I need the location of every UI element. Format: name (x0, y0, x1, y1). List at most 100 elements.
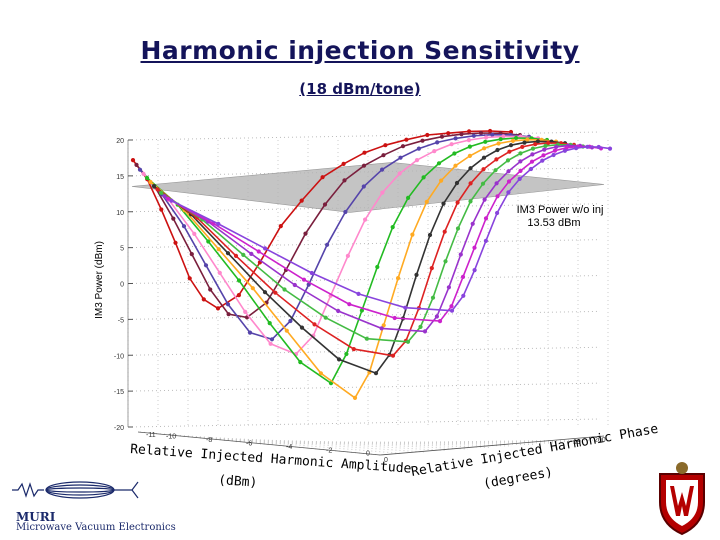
slide-title: Harmonic injection Sensitivity (140, 36, 580, 65)
data-point (383, 143, 388, 148)
data-point (162, 194, 167, 199)
data-point (181, 224, 187, 229)
data-point (540, 158, 545, 163)
amplitude-tick-label: -11 (146, 432, 156, 439)
data-point (380, 190, 385, 195)
data-point (356, 291, 361, 296)
data-point (543, 143, 548, 148)
amplitude-tick-label: 0 (366, 451, 370, 458)
phase-axis-label-line2: (degrees) (482, 465, 554, 492)
data-point (410, 232, 415, 237)
data-point (420, 138, 425, 143)
data-point (427, 232, 433, 238)
data-point (226, 312, 231, 317)
data-point (345, 253, 350, 258)
data-point (403, 305, 408, 310)
amplitude-axis-line (137, 431, 381, 456)
data-point (282, 287, 287, 292)
data-point (483, 139, 488, 144)
data-point (359, 308, 364, 313)
data-point (312, 322, 317, 327)
data-point (530, 152, 535, 157)
data-point (301, 277, 307, 282)
data-point (320, 175, 325, 180)
data-point (436, 161, 442, 166)
data-point (481, 167, 486, 172)
y-axis-label: IM3 Power (dBm) (94, 241, 105, 319)
data-point (505, 158, 511, 163)
data-point (494, 181, 499, 186)
data-point (607, 146, 613, 151)
reference-label-line1: IM3 Power w/o inj (517, 204, 604, 216)
data-point (155, 187, 160, 192)
data-point (158, 190, 164, 195)
data-point (241, 252, 246, 257)
data-point (496, 141, 501, 146)
data-point (336, 308, 341, 314)
data-point (256, 249, 261, 254)
data-point (435, 140, 440, 145)
data-point (458, 252, 463, 257)
data-point (169, 198, 174, 203)
muri-logo-subtext: Microwave Vacuum Electronics (16, 522, 176, 533)
phase-tick-label: 0 (384, 457, 388, 464)
muri-logo (12, 481, 139, 499)
data-point (483, 238, 488, 243)
data-point (484, 135, 489, 140)
data-point (392, 315, 397, 321)
data-point (574, 146, 579, 151)
z-tick-label: -20 (114, 425, 124, 432)
data-point (298, 360, 303, 365)
data-point (217, 270, 222, 275)
data-point (299, 198, 304, 203)
data-point (299, 325, 305, 330)
data-point (416, 146, 421, 151)
amplitude-tick-label: -4 (286, 444, 292, 451)
data-point (446, 285, 451, 290)
data-point (380, 167, 385, 172)
data-point (525, 137, 530, 142)
data-point (284, 328, 289, 333)
data-point (343, 209, 348, 215)
data-point (467, 129, 472, 134)
z-gridline (127, 131, 601, 141)
data-point (336, 357, 342, 362)
muri-logo-text: MURI (16, 510, 56, 524)
data-point (481, 155, 487, 160)
amplitude-tick-label: -2 (326, 447, 332, 454)
data-point (352, 395, 358, 400)
data-point (470, 221, 475, 226)
data-point (429, 266, 434, 271)
data-point (375, 264, 380, 270)
data-point (424, 199, 429, 204)
data-point (493, 168, 498, 173)
data-point (546, 140, 551, 146)
z-tick-label: 15 (116, 174, 124, 181)
uw-crest-icon (659, 462, 705, 536)
chart-axes (127, 139, 605, 456)
data-point (528, 166, 534, 172)
data-point (381, 323, 386, 328)
data-point (510, 138, 515, 143)
data-point (446, 131, 451, 136)
z-gridline (127, 310, 601, 320)
data-point (425, 132, 430, 138)
data-point (414, 158, 420, 163)
data-point (514, 135, 519, 141)
data-point (144, 175, 150, 180)
data-point (273, 290, 278, 295)
data-point (421, 175, 426, 180)
data-point (585, 144, 590, 149)
amplitude-tick-label: -8 (206, 437, 212, 444)
data-point (249, 251, 254, 256)
data-point (459, 132, 464, 137)
data-point (518, 159, 523, 164)
reference-label-line2: 13.53 dBm (527, 217, 580, 229)
z-gridline (127, 418, 601, 428)
data-point (422, 329, 428, 334)
data-point (405, 339, 411, 344)
data-point (468, 166, 473, 171)
data-point (495, 147, 500, 153)
data-point (173, 240, 178, 245)
